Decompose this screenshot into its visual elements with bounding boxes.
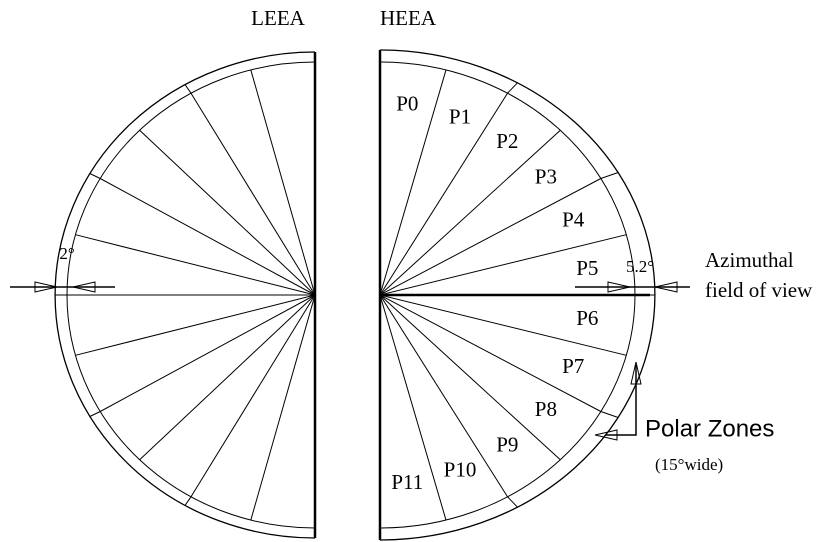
zone-tick [89,411,101,417]
polar-arrow-line [605,365,637,436]
arrow [34,281,58,293]
arrow [72,281,96,293]
right-fov-label: 5.2° [626,257,654,276]
right-header: HEEA [380,6,437,30]
sector-label: P10 [444,457,477,481]
spoke [139,129,316,296]
spoke [190,294,316,498]
sector-label: P6 [576,306,598,330]
azimuthal-label: Azimuthal [705,248,794,272]
polar-zones-label: Polar Zones [645,415,774,442]
spoke [250,294,316,521]
spoke [379,178,602,296]
spoke [75,234,316,296]
sector-label: P0 [396,91,418,115]
zone-tick [89,173,101,179]
azimuthal-label: field of view [705,278,813,302]
arrow [607,281,631,293]
zone-tick [507,496,518,508]
spoke [99,178,316,296]
spoke [99,294,316,412]
sector-label: P3 [535,165,557,189]
polar-width-label: (15°wide) [655,455,723,474]
spoke [379,294,447,521]
left-fov-label: 2° [59,244,74,263]
spoke [379,294,508,498]
sector-label: P11 [391,470,423,494]
sector-label: P4 [562,208,585,232]
spoke [379,294,627,356]
arrow [630,361,642,385]
sector-label: P1 [449,104,471,128]
arrow [654,281,678,293]
spoke [379,294,602,412]
zone-tick [600,172,619,179]
spoke [139,294,316,461]
spoke [379,294,561,461]
spoke [379,92,508,296]
spoke [75,294,316,356]
left-header: LEEA [251,6,305,30]
zone-tick [507,82,518,94]
spoke [250,69,316,296]
spoke [379,129,561,296]
spoke [190,92,316,296]
sector-label: P8 [535,397,557,421]
spoke [379,234,627,296]
sector-label: P5 [576,256,598,280]
zone-tick [184,496,192,506]
sector-label: P2 [496,129,518,153]
sector-label: P9 [496,432,518,456]
zone-tick [600,411,619,418]
spoke [379,69,447,296]
arrow [594,429,618,441]
sector-label: P7 [562,354,584,378]
zone-tick [184,84,192,94]
